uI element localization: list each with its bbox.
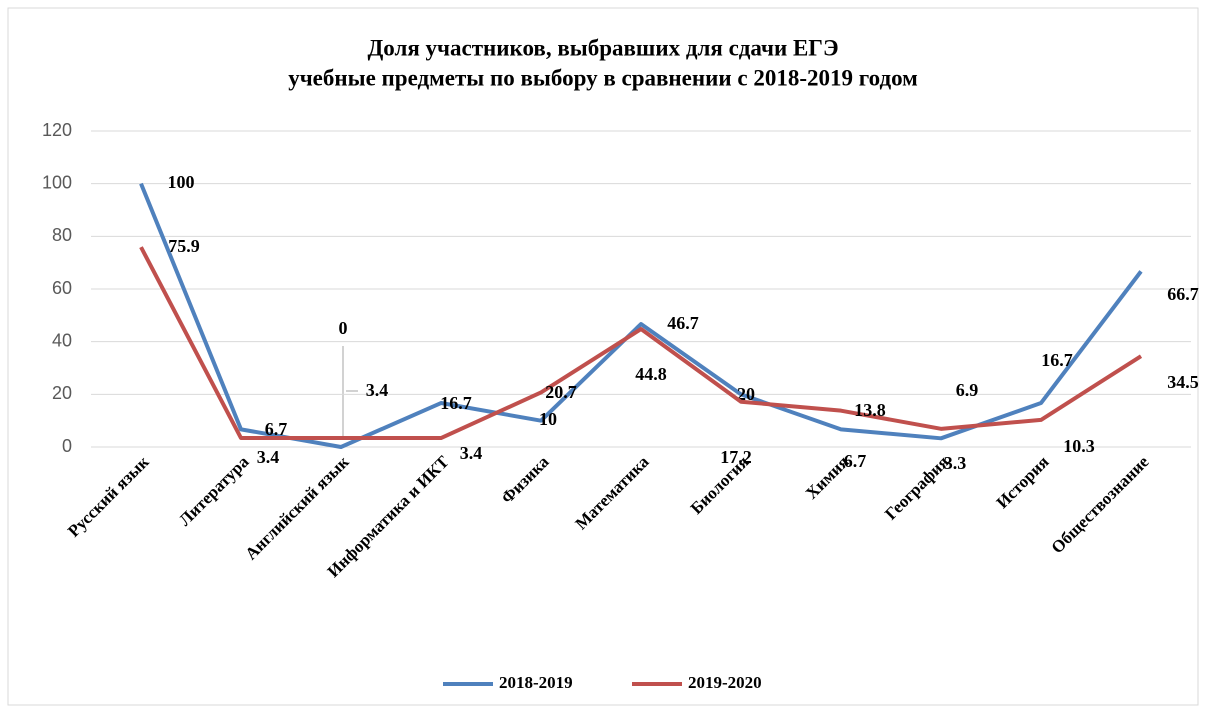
y-tick-label: 0 <box>62 436 72 456</box>
y-tick-label: 100 <box>42 172 72 192</box>
legend-label: 2018-2019 <box>499 673 573 692</box>
legend-label: 2019-2020 <box>688 673 762 692</box>
data-label: 0 <box>339 318 348 338</box>
data-label: 3.4 <box>366 380 389 400</box>
y-tick-label: 80 <box>52 225 72 245</box>
data-label: 3.4 <box>257 447 280 467</box>
data-label: 75.9 <box>168 236 200 256</box>
data-label: 6.9 <box>956 380 979 400</box>
data-label: 16.7 <box>440 393 472 413</box>
data-label: 44.8 <box>635 364 667 384</box>
chart-title: Доля участников, выбравших для сдачи ЕГЭ <box>367 35 838 60</box>
data-label: 6.7 <box>844 451 867 471</box>
y-tick-label: 120 <box>42 120 72 140</box>
chart-border <box>7 7 1199 706</box>
y-tick-label: 60 <box>52 278 72 298</box>
data-label: 17.2 <box>720 447 752 467</box>
series-line <box>139 246 1143 441</box>
data-label: 46.7 <box>667 313 699 333</box>
data-label: 10.3 <box>1063 436 1095 456</box>
data-label: 6.7 <box>265 419 288 439</box>
data-label: 100 <box>168 172 195 192</box>
data-label: 20.7 <box>545 382 577 402</box>
data-label: 3.4 <box>460 443 483 463</box>
y-tick-label: 40 <box>52 330 72 350</box>
data-label: 16.7 <box>1041 350 1073 370</box>
data-label: 3.3 <box>944 453 967 473</box>
data-label: 66.7 <box>1167 284 1199 304</box>
y-tick-label: 20 <box>52 383 72 403</box>
data-label: 20 <box>737 384 755 404</box>
chart-title: учебные предметы по выбору в сравнении с… <box>288 65 918 90</box>
data-label: 10 <box>539 409 557 429</box>
data-label: 34.5 <box>1167 372 1199 392</box>
data-label: 13.8 <box>854 400 886 420</box>
